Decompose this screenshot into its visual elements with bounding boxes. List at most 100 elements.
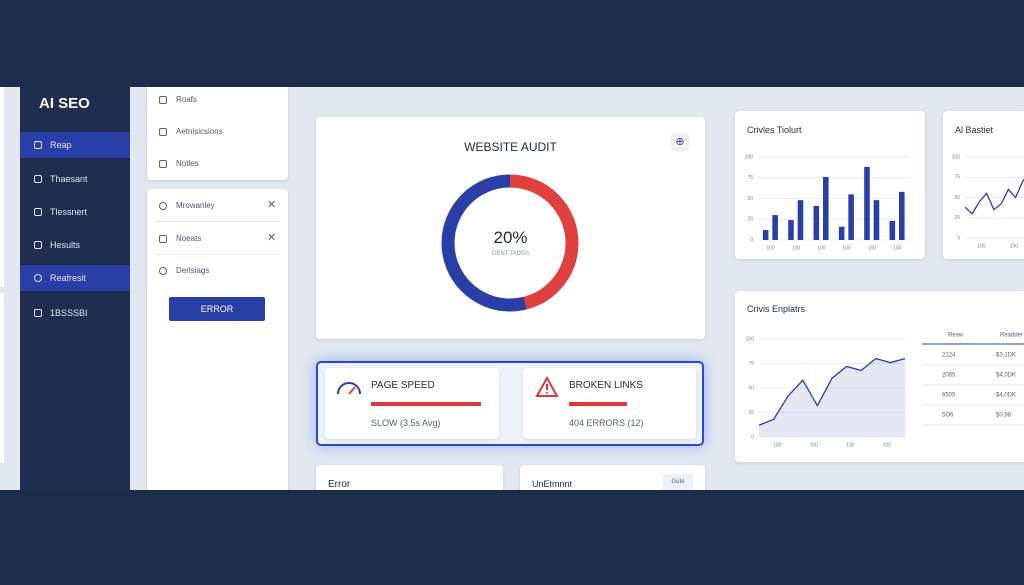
y-tick-label: 25: [954, 215, 960, 221]
metric-card[interactable]: BROKEN LINKS 404 ERRORS (12): [523, 368, 696, 439]
nav-item[interactable]: Hesults: [20, 232, 130, 258]
x-tick-label: 100: [842, 245, 851, 251]
metric-title: PAGE SPEED: [371, 380, 435, 391]
table-cell: $3,1DK: [996, 353, 1016, 359]
y-tick-label: 0: [750, 237, 753, 243]
nav-item[interactable]: 1BSSSBI: [20, 300, 130, 326]
table-cell: 2085: [942, 373, 956, 379]
bar: [864, 166, 870, 240]
table-header: Readder: [1000, 333, 1023, 339]
panel-item[interactable]: Roafs: [159, 95, 197, 104]
y-tick-label: 100: [745, 154, 754, 160]
line: [758, 357, 906, 426]
table-header: Reaw: [948, 333, 964, 339]
x-tick-label: 100: [883, 442, 892, 448]
metric-title: BROKEN LINKS: [569, 380, 643, 391]
metrics-highlight: PAGE SPEED SLOW (3.5s Avg) BROKEN LINKS …: [316, 361, 704, 446]
divider: [155, 254, 280, 255]
panel-item[interactable]: Aetnisicsions: [159, 127, 223, 136]
line: [964, 178, 1024, 215]
nav-item[interactable]: Reafresit: [20, 265, 130, 291]
chart-card: Crivis Enplatrs: [735, 291, 1024, 462]
metric-detail: 404 ERRORS (12): [569, 418, 644, 428]
metric-bar: [569, 402, 627, 406]
metric-card[interactable]: PAGE SPEED SLOW (3.5s Avg): [325, 368, 499, 439]
x-tick-label: 100: [846, 442, 855, 448]
nav-item[interactable]: Thaesant: [20, 166, 130, 192]
filter-item[interactable]: Noeats: [159, 234, 201, 243]
x-tick-label: 100: [893, 245, 902, 251]
error-button[interactable]: ERROR: [169, 297, 265, 321]
y-tick-label: 25: [747, 217, 753, 223]
y-tick-label: 0: [957, 235, 960, 241]
y-tick-label: 100: [952, 154, 961, 160]
divider: [155, 221, 280, 222]
metric-bar: [371, 402, 481, 406]
panel-item[interactable]: Notles: [159, 159, 199, 168]
filter-item[interactable]: Derlsiags: [159, 266, 209, 275]
chart-card: Al Bastiet: [943, 111, 1024, 259]
close-icon[interactable]: ✕: [267, 232, 277, 244]
y-tick-label: 100: [746, 336, 755, 342]
panel-label: Notles: [176, 159, 199, 168]
bar: [899, 191, 905, 240]
chart-title: Crivis Enplatrs: [747, 304, 806, 314]
close-icon[interactable]: ✕: [267, 199, 277, 211]
x-tick-label: 100: [792, 245, 801, 251]
nav-item[interactable]: Tlessnert: [20, 199, 130, 225]
chart-title: Al Bastiet: [955, 125, 994, 135]
speed-icon: [337, 382, 361, 395]
y-tick-label: 75: [748, 361, 754, 367]
x-tick-label: 100: [1010, 243, 1019, 249]
audit-score: 20%: [493, 228, 528, 247]
filter-item[interactable]: Mrowanley: [159, 201, 215, 210]
audit-subtitle: DENT.TADSS: [492, 251, 529, 257]
table-cell: $4,0DK: [996, 393, 1016, 399]
bar: [813, 205, 820, 240]
bar: [889, 220, 896, 240]
nav-label: Reap: [50, 140, 72, 150]
sidebar: AI SEO Reap Thaesant Tlessnert Hesults R…: [20, 87, 130, 490]
y-tick-label: 75: [954, 175, 960, 181]
card-button[interactable]: Gute: [663, 474, 693, 490]
x-tick-label: 100: [810, 442, 819, 448]
table-cell: $0,98: [996, 413, 1012, 419]
nav-panel: Roafs Aetnisicsions Notles: [147, 87, 288, 180]
bottom-card: Error: [316, 465, 503, 490]
x-tick-label: 100: [868, 245, 877, 251]
bottom-card: UnEtmnnt Gute: [520, 465, 705, 490]
y-tick-label: 50: [954, 195, 960, 201]
metric-detail: SLOW (3.5s Avg): [371, 418, 441, 428]
table-cell: 2124: [942, 353, 956, 359]
y-tick-label: 50: [748, 385, 754, 391]
bar: [797, 200, 804, 240]
x-tick-label: 100: [817, 245, 826, 251]
warning-icon: [535, 376, 559, 397]
settings-icon[interactable]: ⊕: [671, 133, 689, 151]
x-tick-label: 100: [773, 442, 782, 448]
card-title: UnEtmnnt: [532, 479, 573, 489]
bar: [873, 200, 880, 240]
bar: [772, 215, 778, 240]
bar: [762, 230, 769, 240]
bar: [848, 194, 854, 240]
nav-label: Reafresit: [50, 273, 87, 283]
x-tick-label: 100: [766, 245, 775, 251]
area-fill: [759, 358, 905, 437]
gauge-segment: [441, 174, 579, 312]
nav-label: Tlessnert: [50, 207, 88, 217]
filter-label: Derlsiags: [176, 266, 210, 275]
bar: [838, 226, 845, 240]
y-tick-label: 0: [751, 434, 754, 440]
app-title: AI SEO: [39, 95, 90, 112]
chart-title: Crivles Tiolurt: [747, 125, 802, 135]
nav-item[interactable]: Reap: [20, 132, 130, 158]
table-cell: 6505: [942, 393, 956, 399]
bar: [788, 220, 794, 240]
y-tick-label: 75: [747, 175, 753, 181]
card-title: Error: [328, 479, 351, 490]
filter-label: Noeats: [176, 234, 202, 243]
nav-label: Thaesant: [50, 174, 88, 184]
